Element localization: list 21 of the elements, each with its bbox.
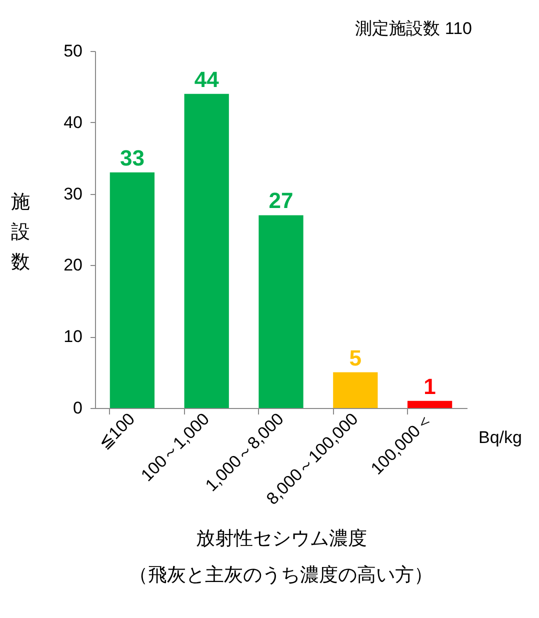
y-tick-label: 50 bbox=[64, 42, 82, 60]
bar bbox=[184, 94, 229, 408]
bar bbox=[110, 172, 155, 408]
data-label: 5 bbox=[349, 345, 362, 370]
bar bbox=[258, 215, 304, 408]
y-tick-label: 30 bbox=[64, 184, 82, 204]
data-label: 33 bbox=[120, 145, 144, 170]
y-tick-label: 40 bbox=[64, 112, 82, 132]
x-axis-title: 放射性セシウム濃度 bbox=[196, 528, 367, 550]
text: 測定施設数 110 bbox=[355, 19, 472, 38]
text: （飛灰と主灰のうち濃度の高い方） bbox=[129, 564, 433, 586]
data-label: 1 bbox=[424, 374, 436, 399]
y-tick-label: 0 bbox=[73, 398, 82, 418]
y-tick-label: 20 bbox=[64, 256, 82, 275]
y-axis-title: 施設数 bbox=[11, 192, 30, 273]
data-label: 44 bbox=[194, 66, 220, 92]
data-label: 27 bbox=[268, 188, 294, 214]
text: Bq/kg bbox=[478, 428, 522, 447]
bar bbox=[407, 400, 452, 408]
bar bbox=[333, 372, 378, 408]
y-tick-label: 10 bbox=[64, 327, 82, 346]
